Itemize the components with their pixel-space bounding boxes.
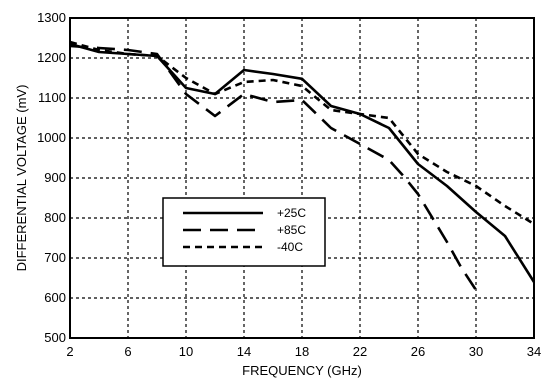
y-tick-label: 1000: [37, 130, 66, 145]
x-tick-label: 6: [124, 344, 131, 359]
series-line-1: [69, 44, 478, 291]
series-layer: [69, 40, 536, 291]
y-tick-label: 900: [44, 170, 66, 185]
x-tick-label: 22: [353, 344, 367, 359]
x-tick-label: 14: [237, 344, 251, 359]
legend-box: [162, 197, 326, 267]
plot-frame: [69, 17, 535, 339]
y-tick-label: 600: [44, 290, 66, 305]
y-tick-labels: 500 600 700 800 900 1000 1100 1200 1300: [37, 10, 66, 345]
y-tick-label: 1200: [37, 50, 66, 65]
y-tick-label: 1100: [38, 90, 66, 105]
y-tick-label: 800: [44, 210, 66, 225]
y-tick-label: 700: [44, 250, 66, 265]
series-line-2: [69, 40, 535, 226]
x-axis-title: FREQUENCY (GHz): [242, 363, 362, 378]
x-tick-label: 10: [179, 344, 193, 359]
legend-label-0: +25C: [277, 206, 306, 220]
x-tick-label: 26: [411, 344, 425, 359]
x-tick-label: 34: [527, 344, 541, 359]
x-tick-labels: 2 6 10 14 18 22 26 30 34: [66, 344, 541, 359]
x-tick-label: 18: [295, 344, 309, 359]
x-tick-label: 30: [469, 344, 483, 359]
legend: +25C +85C -40C: [162, 197, 326, 267]
y-axis-title: DIFFERENTIAL VOLTAGE (mV): [14, 85, 29, 272]
x-tick-label: 2: [66, 344, 73, 359]
y-tick-label: 500: [44, 330, 66, 345]
y-tick-label: 1300: [37, 10, 66, 25]
legend-label-2: -40C: [277, 240, 303, 254]
grid: [70, 18, 534, 338]
legend-label-1: +85C: [277, 223, 306, 237]
